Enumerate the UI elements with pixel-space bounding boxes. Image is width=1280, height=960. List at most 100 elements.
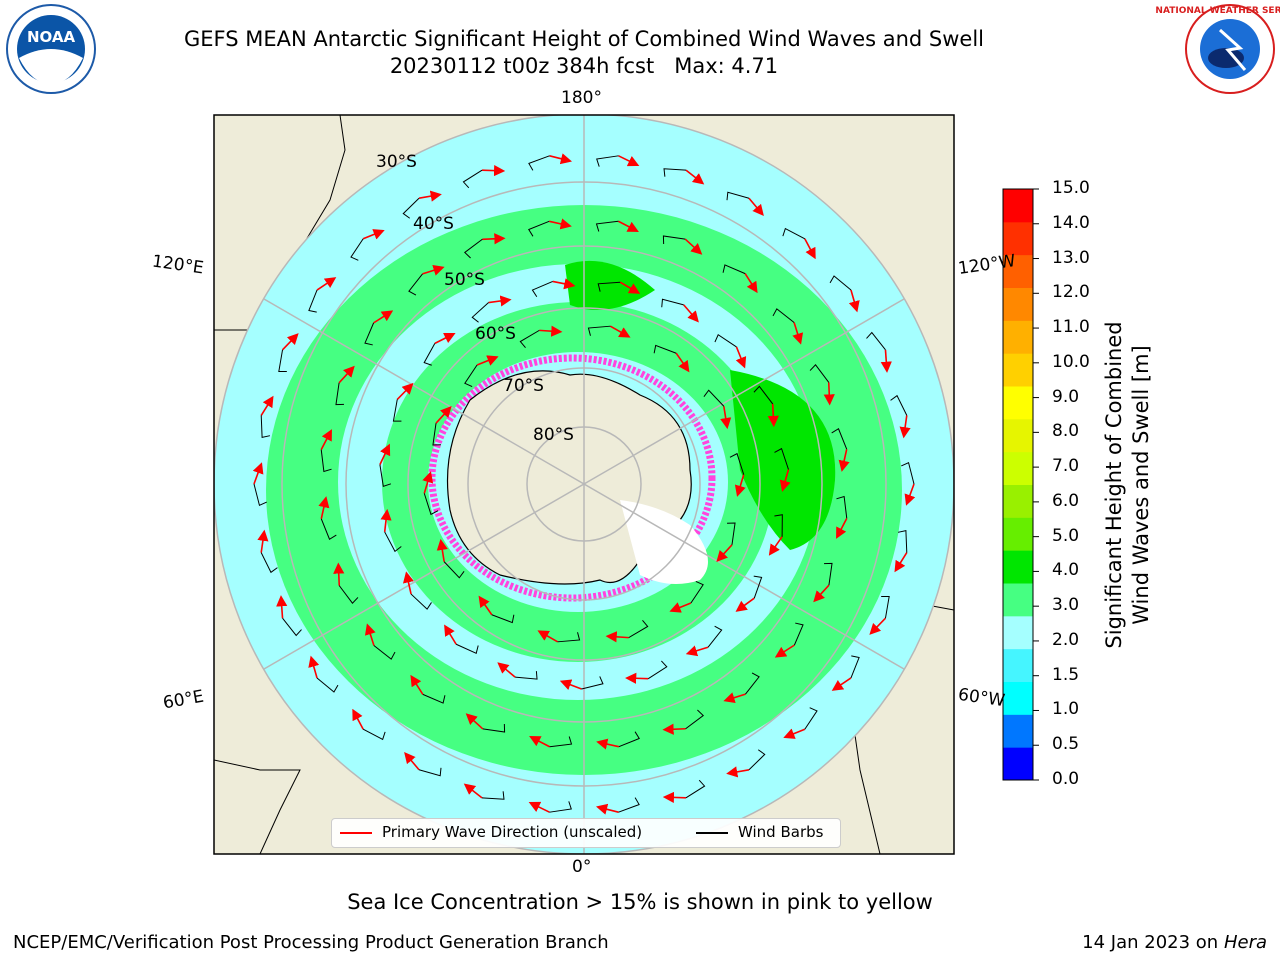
- colorbar-tick-label: 14.0: [1052, 212, 1090, 233]
- wave-direction-arrow: [373, 310, 394, 324]
- wind-barb: [897, 530, 908, 553]
- wind-barb: [338, 585, 359, 605]
- colorbar-segment: [1003, 583, 1033, 617]
- wave-direction-arrow: [767, 403, 779, 428]
- wind-barb: [379, 464, 392, 488]
- wind-barb: [549, 801, 572, 813]
- wave-direction-arrow: [396, 382, 414, 400]
- wind-barb: [373, 645, 396, 660]
- wind-barb: [714, 334, 737, 348]
- wind-barb: [836, 495, 848, 519]
- wave-direction-arrow: [618, 155, 640, 167]
- wave-direction-arrow: [422, 264, 445, 276]
- wave-direction-arrow: [783, 728, 806, 739]
- wind-barb: [581, 676, 604, 690]
- colorbar-tick-label: 2.0: [1052, 629, 1080, 650]
- wind-barb: [809, 363, 830, 383]
- wind-barb: [549, 736, 573, 748]
- wind-barb: [308, 289, 318, 313]
- wind-barb: [418, 767, 442, 777]
- wind-barb: [278, 349, 287, 372]
- legend-swatch-wave: [340, 831, 372, 834]
- wave-direction-arrow: [434, 332, 456, 345]
- wave-direction-arrow: [675, 352, 690, 373]
- wind-barb: [707, 625, 723, 648]
- footer-host: Hera: [1223, 932, 1267, 953]
- wind-barb: [260, 415, 271, 438]
- colorbar-segment: [1003, 714, 1033, 748]
- colorbar-segment: [1003, 221, 1033, 256]
- wave-direction-arrow: [482, 233, 506, 245]
- wave-direction-arrow: [683, 304, 699, 323]
- wave-direction-arrow: [723, 692, 746, 704]
- colorbar-segment: [1003, 550, 1033, 584]
- wave-direction-arrow: [836, 517, 848, 539]
- lat-label-50s: 50°S: [444, 270, 485, 290]
- wind-barb: [587, 325, 611, 336]
- wave-direction-arrow: [252, 462, 264, 485]
- wave-direction-arrow: [748, 197, 764, 216]
- colorbar-segment: [1003, 681, 1033, 715]
- wave-direction-arrow: [848, 289, 860, 313]
- wave-direction-arrow: [774, 644, 795, 658]
- wave-direction-arrow: [726, 766, 750, 778]
- colorbar-tick-label: 10.0: [1052, 351, 1090, 372]
- colorbar-tick-label: 4.0: [1052, 560, 1080, 581]
- colorbar-segment: [1003, 320, 1033, 354]
- colorbar-tick-label: 7.0: [1052, 456, 1080, 477]
- wave-direction-arrow: [899, 415, 911, 439]
- legend-swatch-barb: [696, 831, 728, 834]
- wave-direction-arrow: [539, 325, 563, 337]
- legend-label-barb: Wind Barbs: [738, 823, 824, 841]
- wave-direction-arrow: [364, 623, 376, 646]
- wave-direction-arrow: [436, 538, 448, 562]
- chart-title-line2: 20230112 t00z 384h fcst Max: 4.71: [389, 54, 779, 78]
- wind-barb: [685, 779, 706, 799]
- colorbar-tick-label: 11.0: [1052, 317, 1090, 338]
- wave-direction-arrow: [549, 218, 572, 230]
- wind-barb: [595, 220, 619, 232]
- wind-barb: [753, 385, 774, 405]
- colorbar-title: Significant Height of Combined Wind Wave…: [1101, 321, 1155, 648]
- wind-barb: [481, 791, 505, 800]
- sea-ice-footnote: Sea Ice Concentration > 15% is shown in …: [347, 890, 933, 914]
- wave-direction-arrow: [281, 333, 299, 351]
- wind-barb: [316, 677, 339, 693]
- wave-direction-arrow: [422, 471, 434, 494]
- wave-direction-arrow: [333, 562, 345, 586]
- wind-barb: [528, 220, 550, 237]
- wind-barb: [662, 235, 686, 244]
- wind-barb: [661, 298, 684, 308]
- wave-direction-arrow: [744, 273, 758, 294]
- wind-barb: [745, 672, 760, 695]
- wind-barb: [772, 308, 795, 323]
- colorbar-title-line1: Significant Height of Combined: [1102, 321, 1126, 649]
- footer-credit: NCEP/EMC/Verification Post Processing Pr…: [13, 932, 609, 953]
- colorbar-segment: [1003, 484, 1033, 518]
- wave-direction-arrow: [404, 752, 420, 771]
- footer-date: 14 Jan 2023 on Hera: [1082, 932, 1267, 953]
- graticule: [214, 115, 954, 854]
- wind-barb: [362, 728, 386, 741]
- wind-barb: [253, 483, 267, 507]
- colorbar-segment: [1003, 648, 1033, 682]
- wave-direction-arrow: [596, 738, 619, 750]
- wave-direction-arrow: [831, 677, 852, 691]
- wind-barb: [528, 155, 550, 171]
- colorbar-tick-label: 0.0: [1052, 769, 1080, 789]
- colorbar-segment: [1003, 189, 1033, 223]
- wave-direction-arrow: [549, 153, 573, 165]
- lat-label-30s: 30°S: [376, 152, 417, 172]
- lat-label-40s: 40°S: [413, 214, 454, 234]
- colorbar-segment: [1003, 254, 1033, 288]
- wind-barb: [464, 364, 478, 387]
- wave-direction-arrow: [894, 552, 908, 573]
- colorbar-tick-label: 12.0: [1052, 282, 1090, 303]
- lat-label-80s: 80°S: [533, 425, 574, 445]
- lat-label-70s: 70°S: [503, 376, 544, 396]
- wind-barb: [443, 561, 465, 579]
- wave-max-region: [730, 370, 836, 550]
- colorbar-tick-label: 15.0: [1052, 178, 1090, 198]
- colorbar-segment: [1003, 386, 1033, 420]
- wave-direction-arrow: [318, 496, 330, 519]
